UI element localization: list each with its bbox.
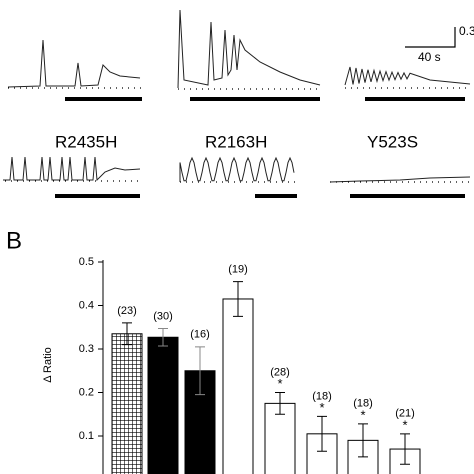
mutant-label: R2435H [55, 132, 117, 151]
scale-bar [405, 27, 456, 48]
bar [264, 402, 296, 474]
n-label: (23) [117, 305, 137, 317]
error-bar [195, 346, 205, 396]
y-tick-label: 0.1 [79, 430, 94, 442]
y-tick-label: 0.3 [79, 343, 94, 355]
trace [329, 176, 471, 183]
y-tick-label: 0.2 [79, 386, 94, 398]
n-label: (19) [228, 263, 248, 275]
error-bar [275, 392, 285, 415]
error-bar [358, 423, 368, 458]
error-bar [122, 322, 132, 346]
panel-label: B [6, 227, 22, 254]
error-bar [317, 415, 327, 452]
mutant-label: Y523S [367, 132, 418, 151]
bar [147, 336, 179, 474]
scale-ratio: 0.30 [459, 24, 474, 38]
trace [179, 156, 295, 182]
error-bar [233, 281, 243, 317]
significance-label: * [319, 400, 324, 415]
y-tick-label: 0.4 [79, 299, 94, 311]
y-tick-label: 0.5 [79, 256, 94, 268]
n-label: (18) [353, 398, 373, 410]
y-axis-label: Δ Ratio [42, 347, 54, 382]
error-bar [400, 433, 410, 465]
significance-label: * [360, 407, 365, 422]
mutant-label: R2163H [205, 132, 267, 151]
scale-time: 40 s [418, 50, 441, 64]
trace [3, 156, 141, 182]
n-label: (30) [153, 310, 173, 322]
n-label: (28) [270, 366, 290, 378]
significance-label: * [277, 376, 282, 391]
trace [7, 39, 141, 88]
n-label: (18) [312, 390, 332, 402]
error-bar [158, 328, 168, 347]
n-label: (21) [395, 408, 415, 420]
n-label: (16) [190, 329, 210, 341]
significance-label: * [402, 417, 407, 432]
trace [344, 66, 471, 86]
panel-a: 40 s 0.30 R2435H R2163H Y523S [3, 9, 474, 198]
bar [111, 333, 143, 474]
bar [222, 298, 254, 474]
trace [177, 9, 321, 89]
